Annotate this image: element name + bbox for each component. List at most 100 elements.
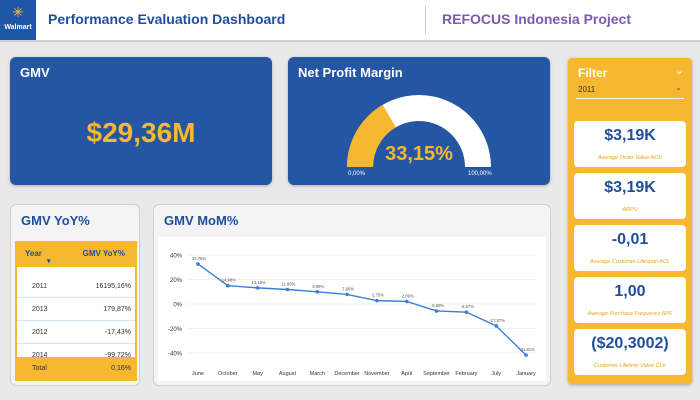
kpi-value: 1,00	[614, 283, 646, 300]
data-label: -41,81%	[519, 347, 535, 352]
data-label: 13,19%	[252, 280, 266, 285]
row-value: 16195,16%	[95, 283, 131, 290]
table-total-row: Total 0,16%	[17, 357, 135, 379]
data-point	[345, 292, 349, 297]
data-point	[315, 289, 320, 294]
logo-text: Walmart	[4, 24, 32, 31]
x-tick-label: April	[401, 371, 412, 377]
gmv-yoy-card: GMV YoY% Year ▾ GMV YoY% 2011 16195,16% …	[10, 204, 140, 386]
data-label: 9,99%	[312, 284, 324, 289]
mom-line-chart: 40% 20% 0% -20% -40% 32,75% June 14,98% October 1…	[168, 254, 536, 377]
year-column-header[interactable]: Year	[25, 249, 42, 258]
gauge-fill	[347, 104, 396, 167]
data-point	[255, 286, 260, 290]
top-bar: ✳ Walmart Performance Evaluation Dashboa…	[0, 0, 700, 42]
table-row[interactable]: 2012 -17,43%	[17, 321, 135, 344]
kpi-label: ARPU	[622, 207, 638, 213]
year-dropdown[interactable]: 2011 ⌄	[576, 82, 684, 99]
data-label: 11,86%	[282, 282, 296, 287]
row-year: 2013	[32, 306, 48, 313]
yoy-table: Year ▾ GMV YoY% 2011 16195,16% 2013 179,…	[15, 241, 137, 381]
data-label: -17,87%	[489, 318, 505, 323]
x-tick-label: July	[491, 371, 501, 377]
x-tick-label: June	[192, 371, 204, 377]
npm-value: 33,15%	[385, 143, 453, 165]
x-tick-label: January	[516, 371, 536, 377]
kpi-acl-card: -0,01 Average Customer Lifespan ACL	[574, 225, 686, 271]
kpi-clv-card: ($20,3002) Customer Lifetime Value CLV	[574, 329, 686, 375]
row-value: 179,87%	[103, 306, 131, 313]
net-profit-margin-card: Net Profit Margin 33,15% 0,00% 100,00%	[288, 57, 550, 185]
yoy-table-header: Year ▾ GMV YoY%	[17, 243, 135, 267]
page-title: Performance Evaluation Dashboard	[48, 11, 286, 27]
filter-panel: Filter ⌄ 2011 ⌄ $3,19K Average Order Val…	[568, 58, 692, 384]
yoy-column-header[interactable]: GMV YoY%	[82, 249, 125, 258]
x-tick-label: November	[364, 371, 390, 377]
y-tick-label: -40%	[168, 351, 183, 357]
year-dropdown-value: 2011	[578, 85, 596, 94]
mom-title: GMV MoM%	[164, 213, 239, 228]
data-label: 7,86%	[342, 286, 354, 291]
gmv-value: $29,36M	[86, 117, 196, 148]
gmv-card: GMV $29,36M	[10, 57, 272, 185]
data-label: 2,09%	[402, 293, 414, 298]
x-tick-label: February	[455, 371, 477, 377]
chevron-down-icon[interactable]: ⌄	[674, 65, 684, 77]
data-point	[434, 309, 439, 313]
total-label: Total	[32, 365, 47, 372]
data-label: -5,68%	[431, 303, 445, 308]
gmv-mom-card: GMV MoM% 40% 20% 0% -20% -40% 32,75% June 14,98…	[153, 204, 551, 386]
total-value: 0,16%	[111, 365, 131, 372]
npm-title: Net Profit Margin	[298, 65, 403, 80]
data-point	[226, 283, 230, 288]
y-tick-label: 20%	[170, 278, 183, 284]
y-tick-label: -20%	[168, 327, 183, 333]
kpi-label: Average Customer Lifespan ACL	[589, 259, 671, 265]
y-tick-label: 40%	[170, 254, 183, 260]
row-year: 2014	[32, 352, 48, 359]
kpi-value: $3,19K	[604, 179, 656, 196]
walmart-logo[interactable]: ✳ Walmart	[0, 0, 36, 40]
mom-chart-area: 40% 20% 0% -20% -40% 32,75% June 14,98% October 1…	[158, 237, 546, 381]
data-label: 2,75%	[372, 293, 384, 298]
kpi-label: Customer Lifetime Value CLV	[594, 363, 666, 369]
x-tick-label: December	[334, 371, 360, 377]
data-point	[285, 287, 290, 292]
x-tick-label: August	[279, 371, 297, 377]
kpi-label: Average Purchase Frequency APF	[587, 311, 673, 317]
series-line	[197, 263, 527, 356]
data-point	[375, 298, 379, 303]
sort-down-icon[interactable]: ▾	[47, 258, 51, 265]
data-point	[404, 299, 409, 304]
data-label: 32,75%	[192, 256, 206, 261]
x-tick-label: March	[310, 371, 325, 377]
y-tick-label: 0%	[173, 303, 182, 309]
row-year: 2011	[32, 283, 48, 290]
kpi-value: -0,01	[611, 231, 649, 248]
data-label: 14,98%	[222, 278, 236, 283]
data-point	[494, 324, 498, 328]
dropdown-chevron-icon: ⌄	[675, 83, 682, 92]
kpi-value: $3,19K	[604, 127, 656, 144]
kpi-label: Average Order Value AOV	[597, 155, 663, 161]
data-label: -6,67%	[461, 304, 475, 309]
kpi-apf-card: 1,00 Average Purchase Frequency APF	[574, 277, 686, 323]
row-year: 2012	[32, 329, 48, 336]
x-tick-label: May	[252, 371, 263, 377]
table-row[interactable]: 2011 16195,16%	[17, 275, 135, 298]
data-point	[524, 353, 528, 357]
header-divider	[425, 6, 426, 34]
gauge-max-label: 100,00%	[468, 171, 492, 177]
npm-gauge	[347, 95, 491, 167]
gauge-min-label: 0,00%	[348, 171, 366, 177]
kpi-aov-card: $3,19K Average Order Value AOV	[574, 121, 686, 167]
row-value: -17,43%	[104, 329, 131, 336]
spark-icon: ✳	[12, 4, 24, 20]
data-point	[196, 262, 200, 266]
project-name: REFOCUS Indonesia Project	[442, 11, 632, 27]
gmv-title: GMV	[20, 65, 50, 80]
filter-title: Filter	[578, 66, 608, 80]
kpi-arpu-card: $3,19K ARPU	[574, 173, 686, 219]
data-point	[464, 310, 469, 314]
table-row[interactable]: 2013 179,87%	[17, 298, 135, 321]
